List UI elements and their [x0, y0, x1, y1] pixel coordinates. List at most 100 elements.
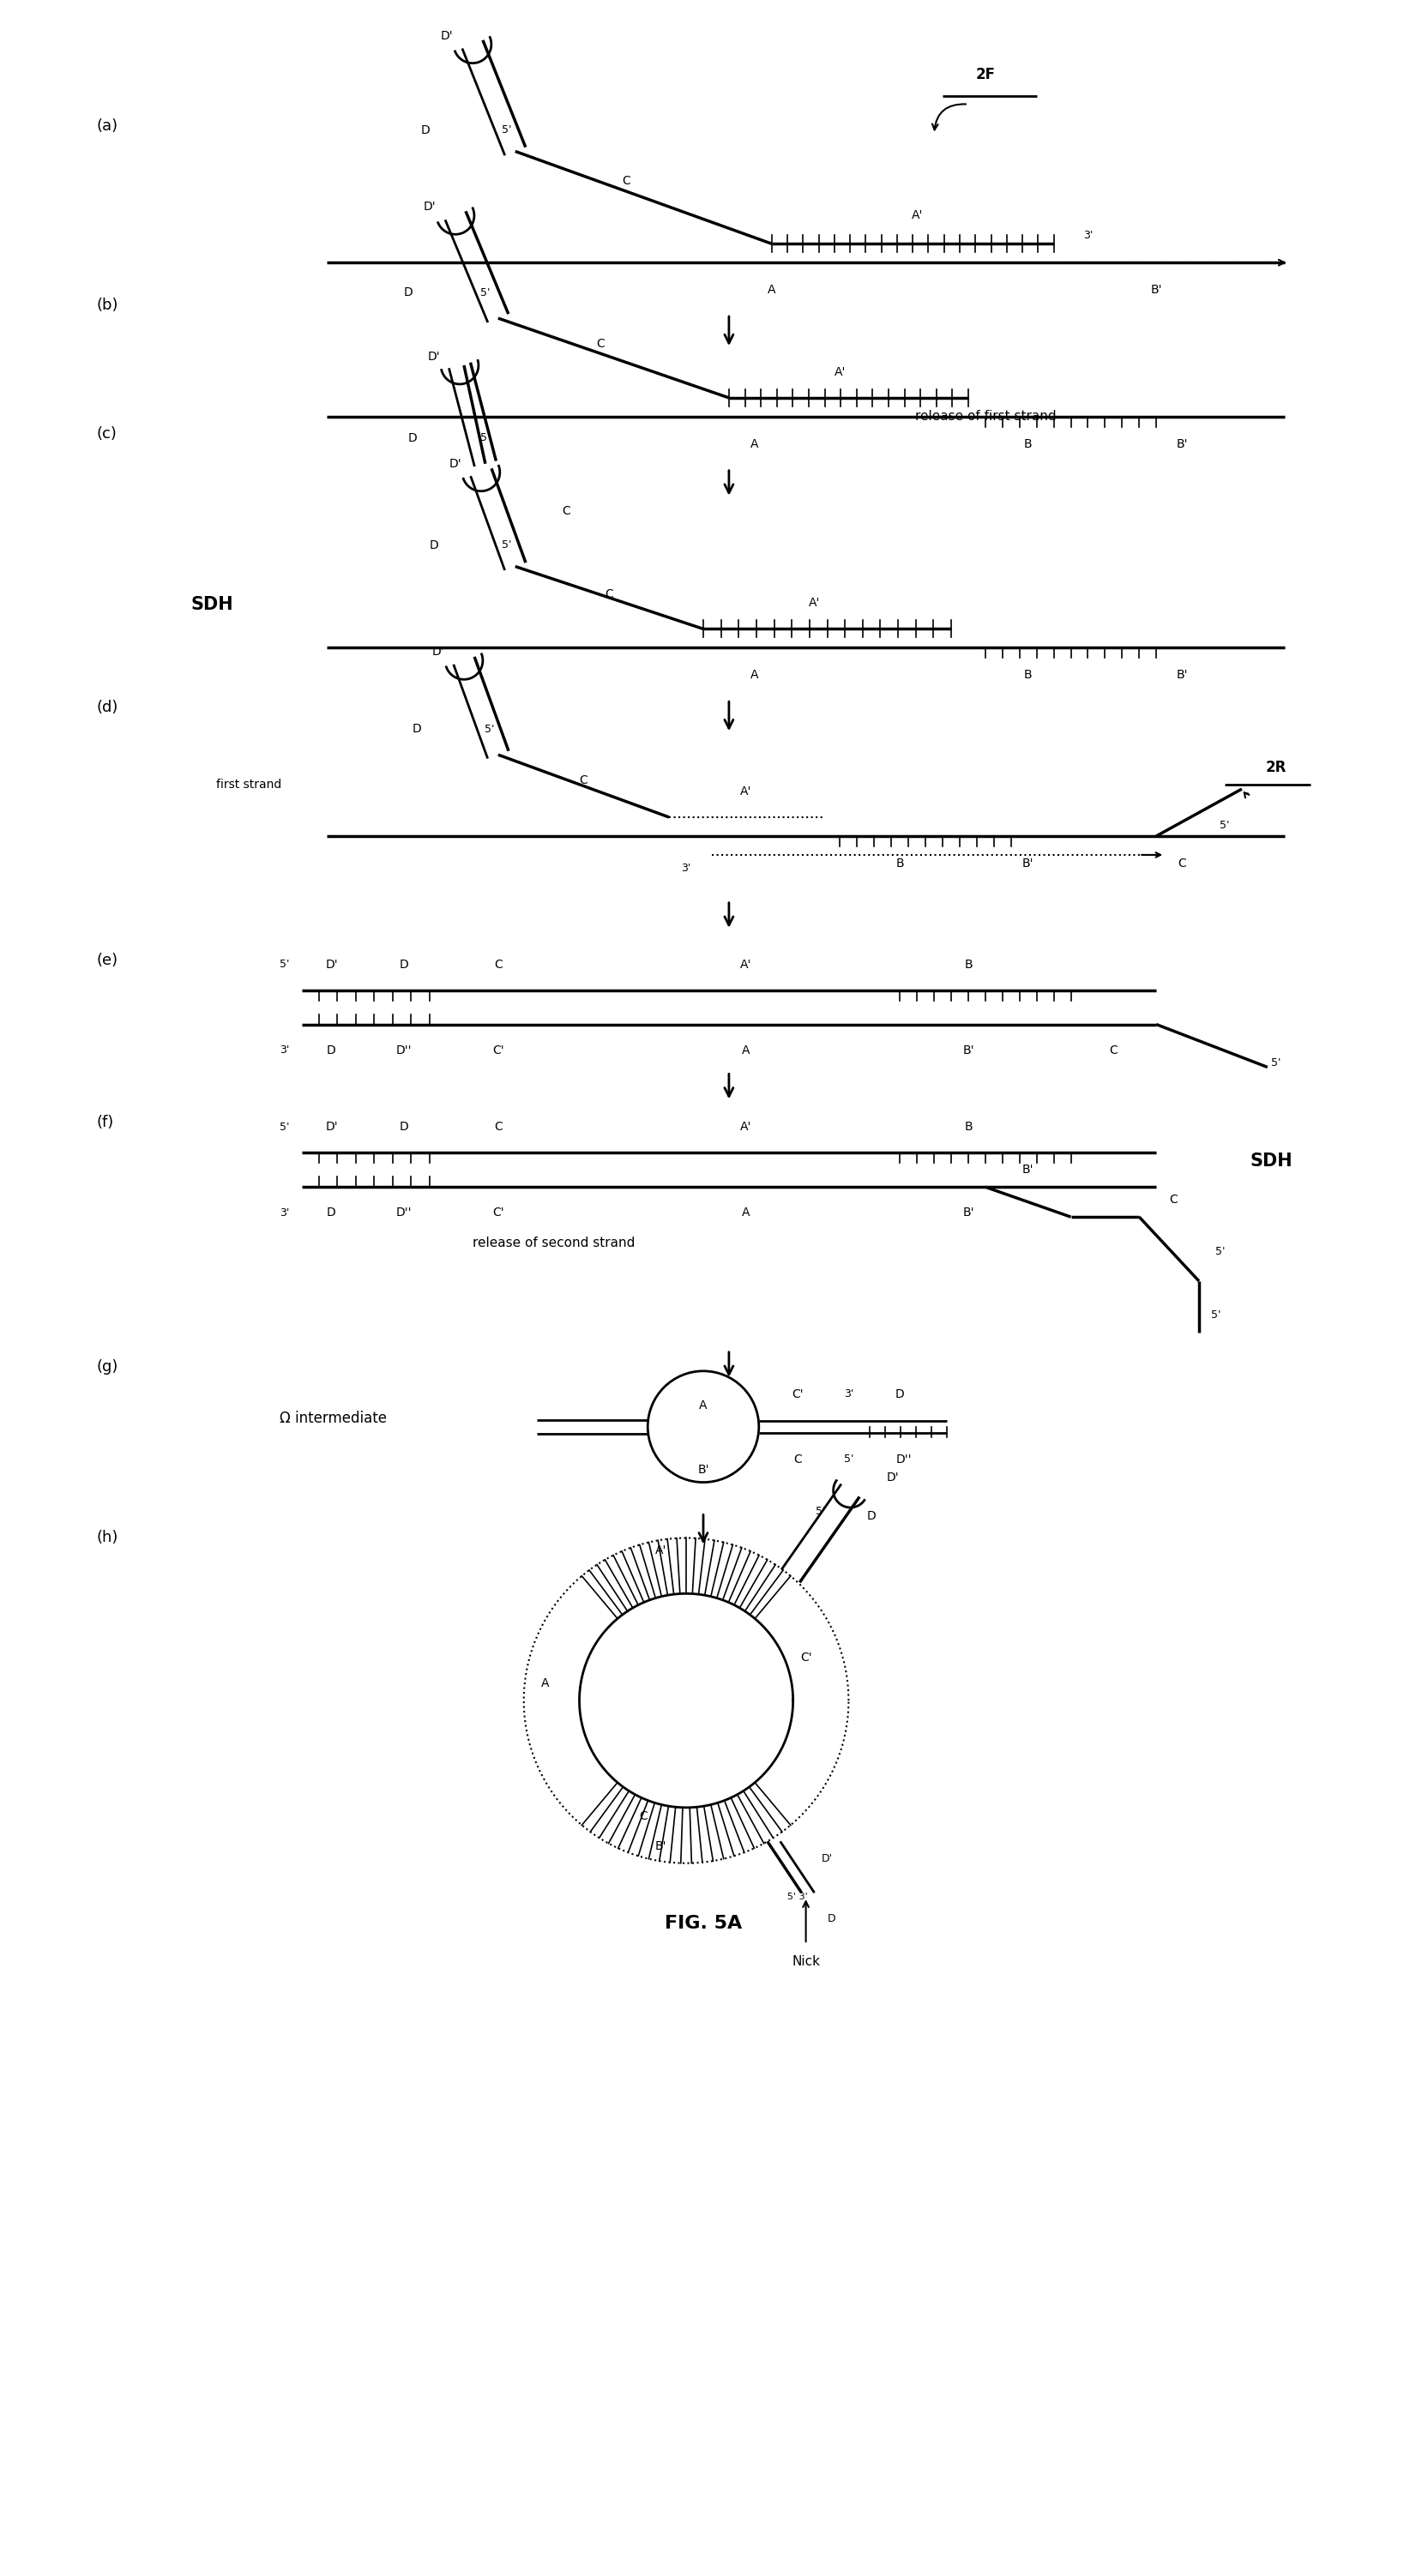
Text: A: A [742, 1043, 750, 1056]
Text: D: D [412, 724, 422, 734]
Text: 5': 5' [1270, 1056, 1280, 1069]
Text: D: D [867, 1510, 877, 1522]
Text: D: D [420, 124, 430, 137]
Text: D: D [895, 1388, 904, 1401]
Text: (g): (g) [96, 1360, 118, 1376]
Text: C: C [494, 958, 502, 971]
Text: B': B' [1022, 858, 1034, 871]
Text: 5': 5' [1211, 1309, 1221, 1321]
Text: 5': 5' [279, 1121, 289, 1133]
Text: A': A' [835, 366, 846, 379]
Text: B: B [964, 958, 973, 971]
Text: A: A [742, 1206, 750, 1218]
Text: A: A [699, 1399, 708, 1412]
Text: B': B' [963, 1043, 974, 1056]
Text: D': D' [450, 459, 461, 469]
Text: D: D [399, 958, 409, 971]
Text: 5': 5' [481, 433, 491, 443]
Text: (e): (e) [96, 953, 118, 969]
Text: 5': 5' [502, 124, 512, 137]
Text: 5': 5' [843, 1453, 853, 1466]
Text: C': C' [799, 1651, 812, 1664]
Text: B: B [895, 858, 904, 871]
Text: B': B' [654, 1839, 667, 1852]
Text: SDH: SDH [190, 598, 233, 613]
Text: D'': D'' [396, 1206, 412, 1218]
Text: C: C [580, 775, 588, 786]
Text: (a): (a) [96, 118, 118, 134]
Text: 5': 5' [279, 958, 289, 971]
Text: 5': 5' [485, 724, 495, 734]
Text: (f): (f) [96, 1115, 114, 1131]
Text: release of second strand: release of second strand [472, 1236, 634, 1249]
Text: C: C [1177, 858, 1186, 871]
Text: C': C' [791, 1388, 804, 1401]
Text: A': A' [911, 209, 922, 222]
Text: D: D [828, 1914, 836, 1924]
Text: B: B [1024, 670, 1032, 680]
Text: A': A' [740, 958, 752, 971]
Text: 5' 3': 5' 3' [787, 1893, 808, 1901]
Text: D': D' [326, 1121, 338, 1133]
Text: D'': D'' [396, 1043, 412, 1056]
Text: D': D' [423, 201, 436, 214]
Text: C': C' [492, 1206, 503, 1218]
Text: C: C [605, 590, 613, 600]
Text: D': D' [431, 647, 444, 657]
Text: A: A [750, 670, 759, 680]
Text: B': B' [963, 1206, 974, 1218]
Text: A: A [541, 1677, 550, 1690]
Text: D': D' [440, 31, 453, 41]
Text: A': A' [654, 1546, 667, 1556]
Text: A: A [750, 438, 759, 451]
Text: C: C [1110, 1043, 1118, 1056]
Text: C: C [494, 1121, 502, 1133]
Text: release of first strand: release of first strand [915, 410, 1056, 422]
Text: 2R: 2R [1266, 760, 1286, 775]
Text: C: C [1169, 1193, 1177, 1206]
Text: B': B' [1176, 438, 1187, 451]
Text: Nick: Nick [791, 1955, 821, 1968]
Text: C': C' [492, 1043, 503, 1056]
Text: D: D [327, 1043, 336, 1056]
Text: B': B' [1151, 283, 1162, 296]
Text: A': A' [740, 1121, 752, 1133]
Text: (d): (d) [96, 701, 118, 716]
Text: B: B [964, 1121, 973, 1133]
Text: D: D [407, 433, 417, 443]
Text: B': B' [1176, 670, 1187, 680]
Text: 5': 5' [502, 538, 512, 551]
Text: D': D' [326, 958, 338, 971]
Text: C: C [639, 1811, 647, 1821]
Text: 3': 3' [681, 863, 691, 873]
Text: B': B' [698, 1463, 709, 1476]
Text: A: A [767, 283, 776, 296]
Text: (c): (c) [96, 425, 117, 440]
Text: C: C [794, 1453, 801, 1466]
Text: D: D [430, 538, 439, 551]
Text: 3': 3' [279, 1043, 289, 1056]
Text: D: D [327, 1206, 336, 1218]
Text: D': D' [822, 1852, 833, 1865]
Text: 5': 5' [1215, 1247, 1225, 1257]
Text: B: B [1024, 438, 1032, 451]
Text: B': B' [1022, 1164, 1034, 1175]
Text: first strand: first strand [216, 778, 282, 791]
Text: 5': 5' [1220, 819, 1230, 832]
Text: (b): (b) [96, 299, 118, 314]
Text: 3': 3' [279, 1208, 289, 1218]
Text: C: C [596, 337, 605, 350]
Text: C: C [563, 505, 571, 518]
Text: A': A' [740, 786, 752, 799]
Text: 2F: 2F [976, 67, 995, 82]
Text: D: D [403, 286, 413, 299]
Text: (h): (h) [96, 1530, 118, 1546]
Text: D: D [399, 1121, 409, 1133]
Text: D': D' [887, 1471, 900, 1484]
Text: 3': 3' [1083, 229, 1093, 240]
Text: C: C [622, 175, 630, 188]
Text: D': D' [427, 350, 440, 363]
Text: A': A' [809, 598, 821, 611]
Text: Ω intermediate: Ω intermediate [279, 1412, 386, 1427]
Text: SDH: SDH [1251, 1151, 1293, 1170]
